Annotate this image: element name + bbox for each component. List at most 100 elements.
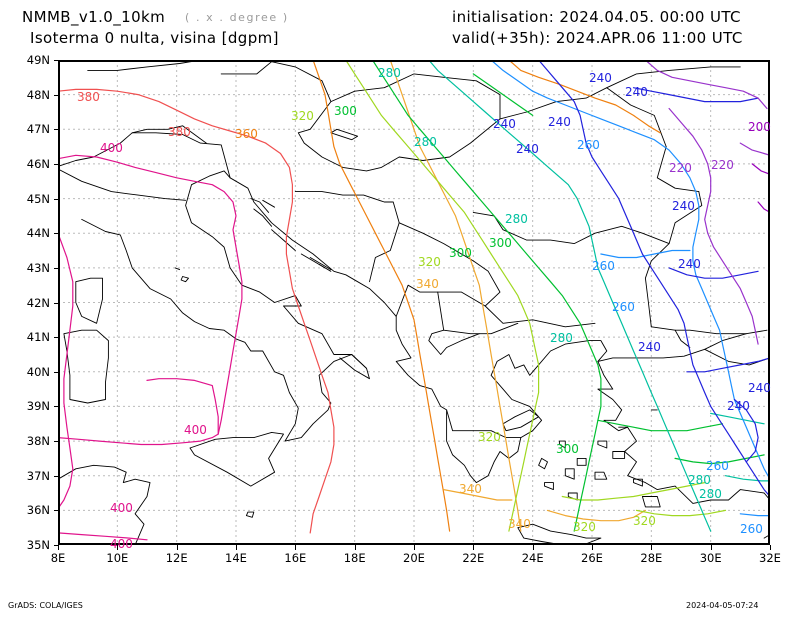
y-axis-tick-43N: 43N [26, 260, 50, 275]
contour-line-220 [668, 107, 759, 345]
coastline [58, 168, 187, 201]
contour-line-380 [58, 88, 267, 144]
contour-line-300 [371, 60, 421, 130]
coastline [633, 478, 643, 487]
field-title: Isoterma 0 nulta, visina [dgpm] [30, 29, 279, 47]
coastline [606, 66, 741, 89]
contour-line-340 [546, 509, 647, 522]
y-axis-tick-mark [54, 233, 59, 235]
y-axis-tick-mark [54, 163, 59, 165]
contour-label-280: 280 [414, 135, 437, 149]
y-axis-tick-45N: 45N [26, 191, 50, 206]
map-canvas [58, 60, 770, 545]
y-axis-tick-37N: 37N [26, 468, 50, 483]
coastline [722, 333, 747, 342]
x-axis-tick-mark [414, 545, 415, 550]
contour-label-320: 320 [573, 520, 596, 534]
y-axis-tick-mark [54, 129, 59, 131]
coastline [558, 440, 566, 449]
map-plot-area [58, 60, 770, 545]
y-axis-tick-47N: 47N [26, 122, 50, 137]
coastline [612, 451, 626, 459]
contour-label-240: 240 [493, 117, 516, 131]
x-axis-tick-12E: 12E [165, 551, 188, 565]
contour-label-400: 400 [110, 501, 133, 515]
coastline [262, 199, 276, 208]
coastline [650, 326, 768, 335]
contour-line-380 [265, 142, 335, 534]
y-axis-tick-mark [54, 510, 59, 512]
coastline [674, 329, 691, 348]
contour-label-300: 300 [489, 236, 512, 250]
contour-label-260: 260 [740, 522, 763, 536]
contour-label-240: 240 [638, 340, 661, 354]
x-axis-tick-mark [532, 545, 534, 550]
coastline [229, 177, 448, 411]
contour-line-240 [632, 87, 759, 103]
contour-line-280 [710, 412, 765, 425]
contour-line-220 [644, 60, 768, 110]
x-axis-tick-mark [710, 545, 712, 550]
coastline [330, 128, 359, 141]
contour-label-240: 240 [548, 115, 571, 129]
y-axis-tick-mark [54, 371, 59, 373]
contour-label-240: 240 [516, 142, 539, 156]
coastline [395, 222, 501, 317]
coastline [174, 267, 181, 271]
coastline [490, 340, 723, 439]
y-axis-tick-35N: 35N [26, 538, 50, 552]
coastline [517, 523, 602, 545]
contour-line-300 [419, 128, 602, 532]
coastline [428, 291, 480, 355]
coastline [502, 409, 540, 432]
coastline [189, 431, 284, 487]
coastline [641, 496, 661, 508]
x-axis-tick-16E: 16E [284, 551, 307, 565]
x-axis-tick-mark [117, 545, 119, 550]
x-axis-tick-mark [236, 545, 237, 550]
contour-label-320: 320 [418, 255, 441, 269]
y-axis-tick-mark [54, 475, 59, 477]
x-axis-tick-mark [295, 545, 297, 550]
contour-label-240: 240 [589, 71, 612, 85]
contour-line-400 [58, 154, 243, 435]
x-axis-tick-14E: 14E [225, 551, 247, 565]
coastline [250, 198, 270, 213]
contour-label-320: 320 [291, 109, 314, 123]
y-axis-tick-41N: 41N [26, 330, 50, 345]
coastline [185, 170, 367, 369]
coastline [245, 511, 255, 518]
y-axis-tick-mark [54, 545, 59, 546]
contour-line-280 [724, 475, 770, 482]
coastline [499, 87, 700, 193]
contour-label-220: 220 [669, 161, 692, 175]
contour-line-360 [312, 60, 451, 532]
contour-label-220: 220 [711, 158, 734, 172]
contour-line-320 [635, 509, 727, 517]
contour-label-240: 240 [625, 85, 648, 99]
footer-credit: GrADS: COLA/IGES [8, 601, 83, 610]
y-axis-tick-mark [54, 198, 59, 200]
coastline [58, 464, 151, 545]
x-axis-tick-mark [473, 545, 475, 550]
contour-line-260 [739, 513, 770, 517]
contour-line-400 [58, 232, 74, 510]
contour-line-240 [538, 60, 770, 498]
contour-label-400: 400 [184, 423, 207, 437]
coastline [180, 276, 189, 283]
y-axis-tick-40N: 40N [26, 364, 50, 379]
contour-label-280: 280 [550, 331, 573, 345]
contour-line-280 [428, 60, 712, 532]
coastline [75, 277, 103, 324]
x-axis-tick-8E: 8E [50, 551, 66, 565]
contour-line-220 [739, 142, 770, 156]
coastline [271, 229, 296, 251]
contour-label-340: 340 [416, 277, 439, 291]
contour-label-260: 260 [577, 138, 600, 152]
coastline [446, 409, 522, 484]
y-axis-tick-36N: 36N [26, 503, 50, 518]
contour-line-260 [600, 249, 691, 259]
contour-label-340: 340 [459, 482, 482, 496]
y-axis-tick-mark [54, 94, 59, 96]
model-title: NMMB_v1.0_10km [22, 8, 166, 26]
